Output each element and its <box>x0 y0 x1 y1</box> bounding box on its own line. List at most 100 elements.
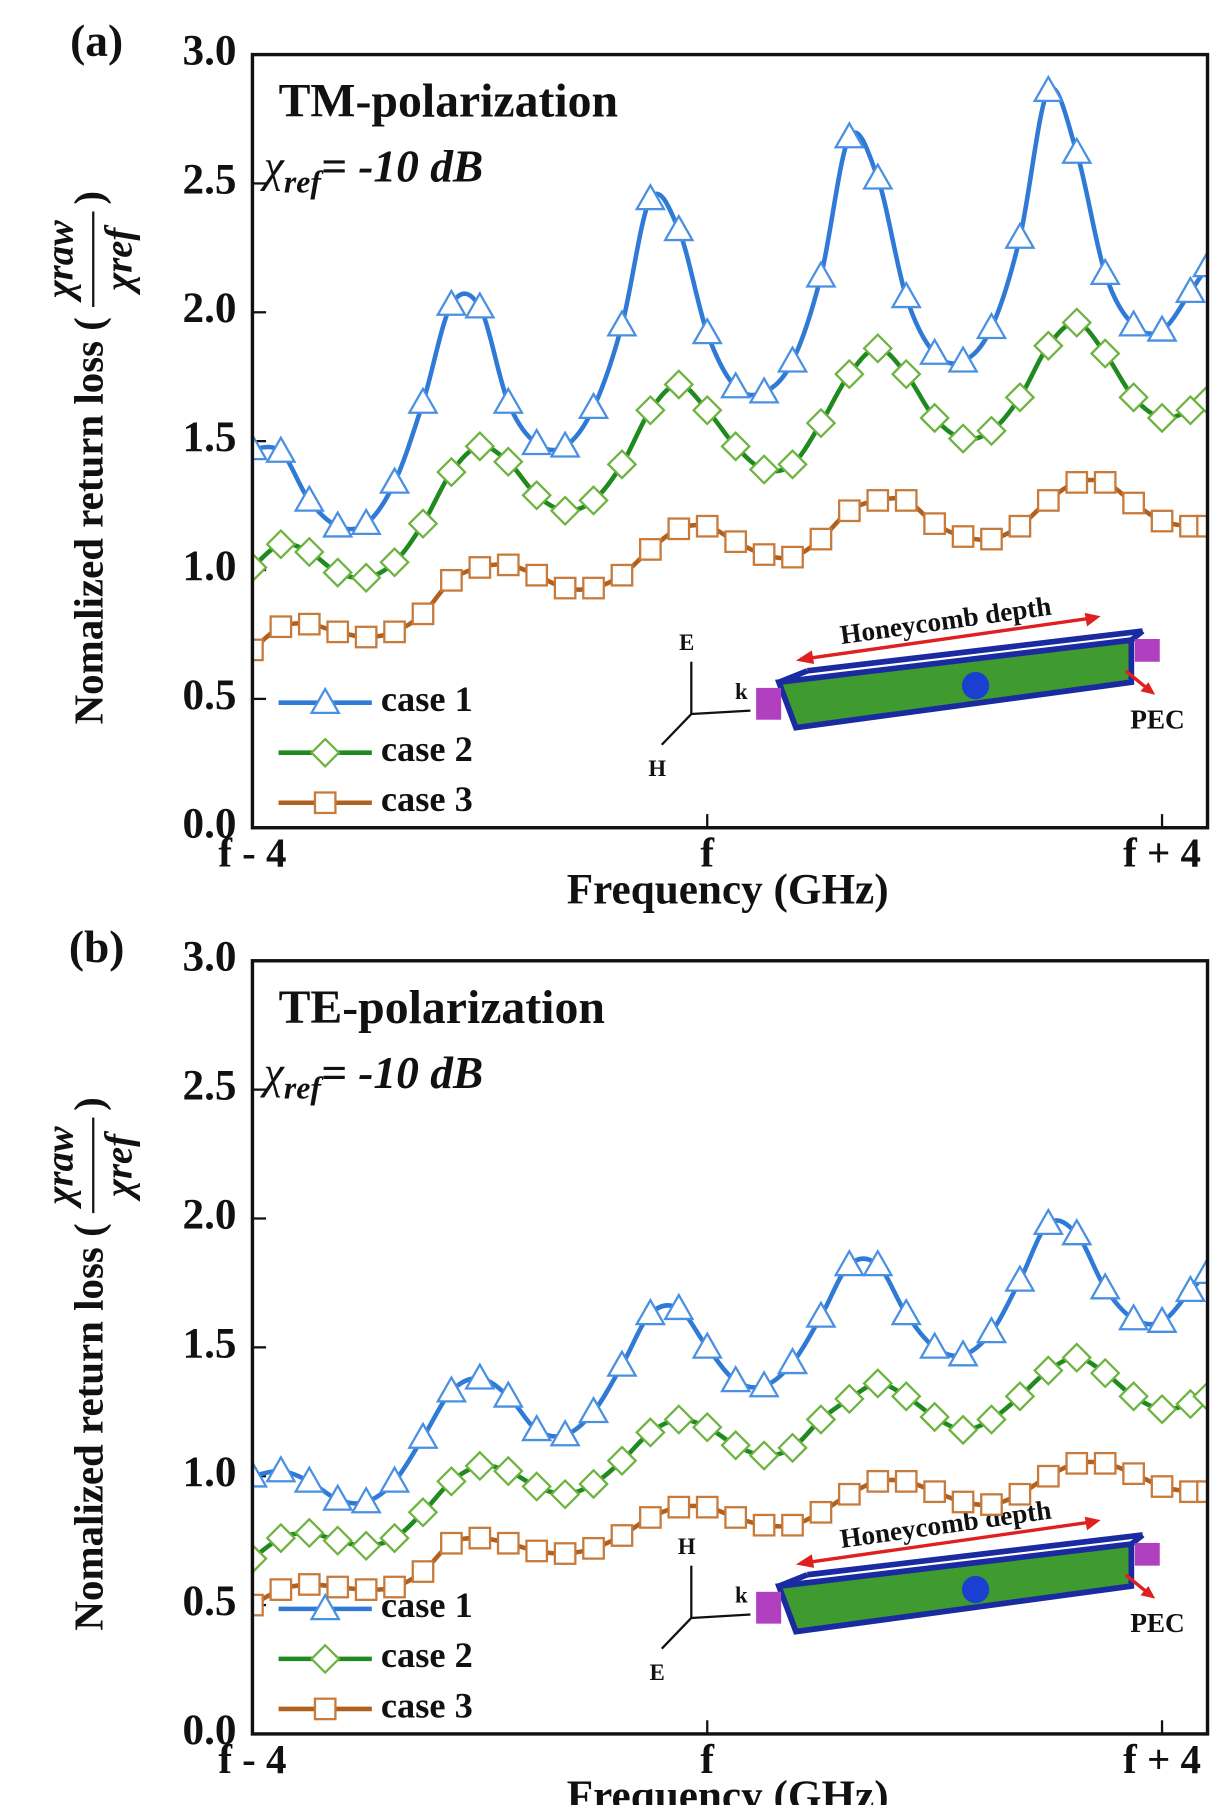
marker <box>691 1331 723 1359</box>
marker <box>496 553 520 577</box>
marker <box>1146 1305 1178 1333</box>
probe <box>961 1575 990 1604</box>
marker <box>1032 1207 1064 1236</box>
marker <box>610 1524 634 1547</box>
y-label-den: χref <box>99 224 141 296</box>
marker <box>781 1513 804 1537</box>
marker <box>805 407 837 439</box>
marker <box>322 1483 354 1511</box>
marker <box>578 1468 609 1500</box>
ref-subscript: ref <box>284 165 325 200</box>
honeycomb-body <box>774 1540 1135 1635</box>
annotation: TE-polarization <box>279 981 605 1034</box>
plot-area <box>252 74 1208 662</box>
marker <box>521 427 553 456</box>
marker <box>837 499 861 523</box>
legend-marker <box>309 1643 341 1675</box>
marker <box>1118 382 1149 413</box>
arrow-head <box>1140 1586 1156 1599</box>
marker <box>947 1414 979 1446</box>
ref-text: = -10 dB <box>321 141 483 192</box>
marker <box>748 1440 780 1471</box>
marker <box>322 1525 353 1556</box>
plot-area <box>252 1207 1208 1617</box>
marker <box>781 545 804 569</box>
marker <box>635 1417 666 1448</box>
port <box>1134 638 1160 662</box>
marker <box>834 1383 865 1415</box>
marker <box>1004 1264 1036 1292</box>
y-tick-label: 0.5 <box>183 1578 237 1625</box>
marker <box>833 121 865 149</box>
marker <box>411 602 435 626</box>
marker <box>1032 74 1064 103</box>
inset-k-label: k <box>735 1583 748 1608</box>
marker <box>834 358 865 390</box>
legend-label: case 1 <box>381 679 473 719</box>
marker <box>577 1395 610 1424</box>
marker <box>691 394 723 426</box>
marker <box>265 435 297 463</box>
marker <box>1033 1355 1064 1386</box>
marker <box>606 449 638 480</box>
marker <box>265 1522 297 1554</box>
marker <box>293 1465 325 1493</box>
marker <box>720 1430 751 1461</box>
y-label-text: Nomalized return loss ( <box>67 317 112 724</box>
marker <box>805 260 837 288</box>
marker <box>521 1471 552 1502</box>
marker <box>1118 1303 1150 1331</box>
marker <box>464 431 496 462</box>
y-label-close: ) <box>67 1097 112 1111</box>
marker <box>951 525 975 548</box>
arrow-head <box>1084 1516 1101 1531</box>
marker <box>379 547 410 578</box>
inset-down-label: E <box>650 1660 665 1685</box>
marker <box>350 1486 382 1514</box>
marker <box>1122 1462 1145 1486</box>
legend-label: case 3 <box>381 779 473 819</box>
legend-marker <box>309 737 341 768</box>
y-label-close: ) <box>67 191 112 205</box>
y-tick-label: 3.0 <box>183 934 237 981</box>
marker <box>975 1315 1008 1344</box>
marker <box>720 1364 752 1393</box>
marker <box>691 1411 723 1443</box>
marker <box>322 510 354 538</box>
marker <box>326 1575 350 1599</box>
marker <box>947 1339 979 1367</box>
legend-label: case 2 <box>381 729 473 769</box>
marker <box>464 1450 496 1482</box>
marker <box>1004 1381 1036 1412</box>
ref-symbol: χ <box>260 1047 285 1098</box>
marker <box>1191 249 1208 278</box>
marker <box>976 1404 1007 1435</box>
x-tick-label: f + 4 <box>1123 831 1201 876</box>
y-tick-label: 2.5 <box>183 1063 237 1110</box>
marker <box>805 1404 837 1435</box>
x-tick-label: f - 4 <box>218 831 286 876</box>
marker <box>1089 257 1121 286</box>
marker <box>919 1401 950 1433</box>
marker <box>525 1539 549 1563</box>
inset-k-label: k <box>735 679 748 704</box>
marker <box>322 557 353 588</box>
marker <box>265 1455 297 1483</box>
marker <box>1089 338 1121 369</box>
marker <box>378 1465 411 1493</box>
marker <box>862 333 894 364</box>
y-tick-label: 1.5 <box>183 1320 237 1367</box>
marker <box>1192 384 1208 416</box>
panel-label: (b) <box>69 921 125 972</box>
inset-up-label: E <box>679 630 694 655</box>
marker <box>606 309 638 337</box>
marker <box>1061 1218 1093 1246</box>
marker <box>980 527 1003 551</box>
y-tick-label: 0.5 <box>183 672 237 719</box>
arrow-head <box>795 1554 815 1568</box>
legend-marker <box>309 1592 341 1621</box>
marker <box>549 1419 581 1447</box>
marker <box>695 514 719 538</box>
marker <box>293 484 325 512</box>
marker <box>980 1493 1003 1516</box>
